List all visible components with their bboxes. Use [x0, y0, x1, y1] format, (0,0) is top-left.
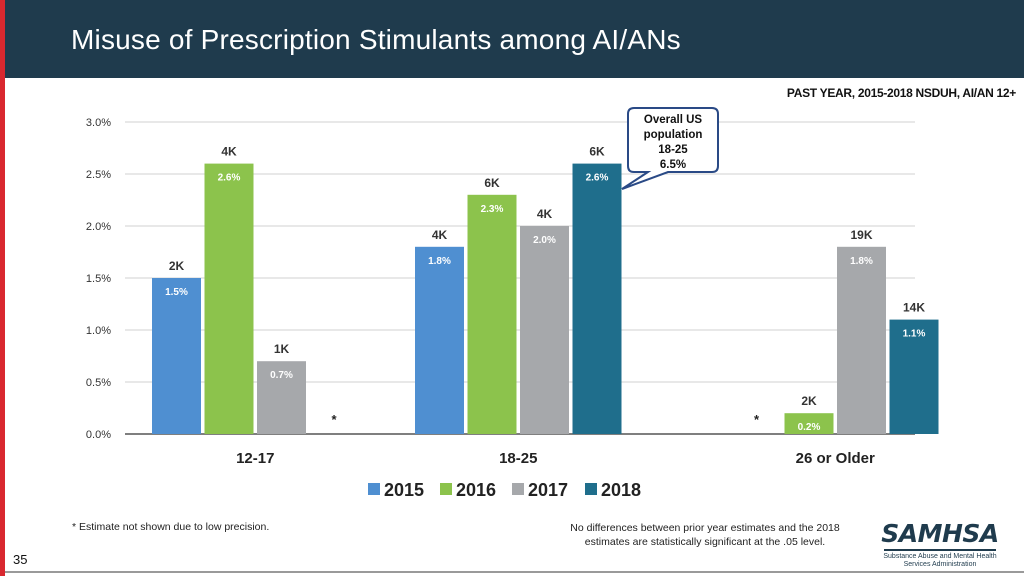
- legend-label-2016: 2016: [456, 480, 496, 500]
- legend-label-2017: 2017: [528, 480, 568, 500]
- bar-count-label: 2K: [801, 394, 817, 408]
- bar-2016-26-or-older: [784, 413, 834, 434]
- y-tick-label: 0.5%: [86, 377, 111, 389]
- bar-value-label: 1.8%: [850, 256, 873, 267]
- y-tick-label: 1.5%: [86, 273, 111, 285]
- bar-2018-26-or-older: [889, 319, 939, 434]
- bar-count-label: 4K: [537, 207, 553, 221]
- bar-2017-18-25: [520, 226, 569, 434]
- bar-2015-18-25: [415, 246, 464, 434]
- footnote-low-precision: * Estimate not shown due to low precisio…: [72, 521, 270, 533]
- accent-stripe: [0, 0, 5, 576]
- suppressed-estimate-marker: *: [331, 412, 337, 427]
- page-number: 35: [13, 552, 28, 567]
- bar-value-label: 2.6%: [586, 173, 609, 184]
- y-tick-label: 2.5%: [86, 169, 111, 181]
- y-tick-label: 1.0%: [86, 325, 111, 337]
- bar-2018-18-25: [572, 163, 622, 434]
- bar-count-label: 14K: [903, 301, 925, 315]
- title-bar: Misuse of Prescription Stimulants among …: [5, 0, 1024, 78]
- footnote-significance: No differences between prior year estima…: [570, 522, 840, 548]
- bar-count-label: 1K: [274, 342, 290, 356]
- y-tick-label: 2.0%: [86, 221, 111, 233]
- bar-2016-12-17: [204, 163, 254, 434]
- samhsa-logo: SAMHSA Substance Abuse and Mental Health…: [880, 520, 1000, 569]
- x-category-label: 12-17: [236, 450, 274, 467]
- bar-value-label: 2.6%: [218, 173, 241, 184]
- callout-text-line: population: [644, 129, 703, 141]
- callout-text-line: 18-25: [658, 144, 688, 156]
- bar-value-label: 2.3%: [481, 204, 504, 215]
- legend-swatch-2016: [440, 483, 452, 495]
- bar-count-label: 19K: [850, 228, 872, 242]
- callout-text-line: Overall US: [644, 114, 702, 126]
- bar-count-label: 6K: [484, 176, 500, 190]
- chart-subtitle: PAST YEAR, 2015-2018 NSDUH, AI/AN 12+: [786, 86, 1016, 100]
- bar-2016-18-25: [467, 194, 517, 434]
- logo-tagline-1: Substance Abuse and Mental Health: [883, 553, 997, 560]
- bar-value-label: 0.7%: [270, 370, 293, 381]
- bar-count-label: 4K: [221, 145, 237, 159]
- x-category-label: 26 or Older: [796, 450, 875, 467]
- legend-label-2018: 2018: [601, 480, 641, 500]
- suppressed-estimate-marker: *: [754, 412, 760, 427]
- bar-2017-12-17: [257, 361, 306, 434]
- bar-count-label: 4K: [432, 228, 448, 242]
- logo-underline: [884, 549, 996, 551]
- callout-text-line: 6.5%: [660, 159, 686, 171]
- x-category-label: 18-25: [499, 450, 537, 467]
- callout-bubble: [621, 107, 719, 190]
- bar-count-label: 2K: [169, 259, 185, 273]
- logo-wordmark: SAMHSA: [881, 519, 999, 548]
- footer-divider: [5, 571, 1024, 573]
- bar-value-label: 1.8%: [428, 256, 451, 267]
- bar-count-label: 6K: [589, 145, 605, 159]
- legend-swatch-2017: [512, 483, 524, 495]
- y-tick-label: 3.0%: [86, 117, 111, 129]
- bar-2017-26-or-older: [837, 246, 886, 434]
- bar-value-label: 0.2%: [798, 422, 821, 433]
- legend-swatch-2018: [585, 483, 597, 495]
- bar-value-label: 2.0%: [533, 235, 556, 246]
- legend-swatch-2015: [368, 483, 380, 495]
- bar-value-label: 1.5%: [165, 287, 188, 298]
- y-tick-label: 0.0%: [86, 429, 111, 441]
- legend-label-2015: 2015: [384, 480, 424, 500]
- bar-value-label: 1.1%: [903, 329, 926, 340]
- bar-2015-12-17: [152, 278, 201, 434]
- page-title: Misuse of Prescription Stimulants among …: [71, 24, 681, 55]
- logo-tagline-2: Services Administration: [903, 561, 977, 568]
